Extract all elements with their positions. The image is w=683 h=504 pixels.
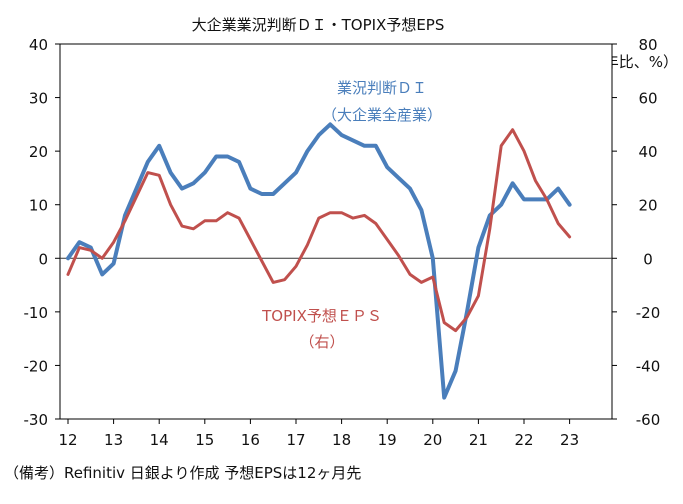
x-tick-label: 12 (58, 431, 77, 449)
x-tick-label: 18 (332, 431, 351, 449)
y-left-tick-label: -10 (24, 304, 49, 322)
x-tick-label: 17 (286, 431, 305, 449)
y-left-tick-label: 0 (38, 250, 48, 268)
chart-title: 大企業業況判断ＤＩ・TOPIX予想EPS (192, 16, 445, 34)
y-right-tick-label: 40 (638, 143, 657, 161)
x-tick-label: 19 (378, 431, 397, 449)
y-right-tick-label: 20 (638, 197, 657, 215)
y-right-tick-label: 0 (643, 250, 653, 268)
x-tick-label: 22 (514, 431, 533, 449)
x-tick-label: 23 (560, 431, 579, 449)
source-note: （備考）Refinitiv 日銀より作成 予想EPSは12ヶ月先 (4, 464, 361, 482)
y-right-tick-label: 80 (638, 36, 657, 54)
y-right-tick-label: -40 (636, 357, 661, 375)
y-left-tick-label: 30 (29, 90, 48, 108)
y-right-tick-label: 60 (638, 90, 657, 108)
series-line-topix-eps (66, 128, 572, 333)
series-label-topix-eps: TOPIX予想ＥＰＳ (261, 307, 382, 325)
plot-area (59, 43, 613, 420)
x-tick-label: 14 (150, 431, 169, 449)
series-label-business-di: 業況判断ＤＩ (337, 79, 427, 97)
y-left-tick-label: 40 (29, 36, 48, 54)
x-tick-label: 20 (423, 431, 442, 449)
x-axis-ticks: 12 13 14 15 16 17 18 19 20 21 22 23 (58, 419, 579, 449)
y-left-tick-label: 20 (29, 143, 48, 161)
y-right-axis-ticks: -60 -40 -20 0 20 40 60 80 (612, 36, 660, 429)
y-left-axis-ticks: -30 -20 -10 0 10 20 30 40 (24, 36, 60, 429)
y-left-tick-label: -20 (24, 357, 49, 375)
series-label-business-di-sub: （大企業全産業） (322, 106, 442, 124)
y-left-tick-label: -30 (24, 411, 49, 429)
x-tick-label: 16 (241, 431, 260, 449)
x-tick-label: 15 (195, 431, 214, 449)
y-right-tick-label: -20 (636, 304, 661, 322)
series-label-topix-eps-sub: （右） (299, 333, 344, 351)
x-tick-label: 21 (469, 431, 488, 449)
x-tick-label: 13 (104, 431, 123, 449)
series-line-business-di (66, 122, 572, 400)
y-left-tick-label: 10 (29, 197, 48, 215)
y-right-tick-label: -60 (636, 411, 661, 429)
